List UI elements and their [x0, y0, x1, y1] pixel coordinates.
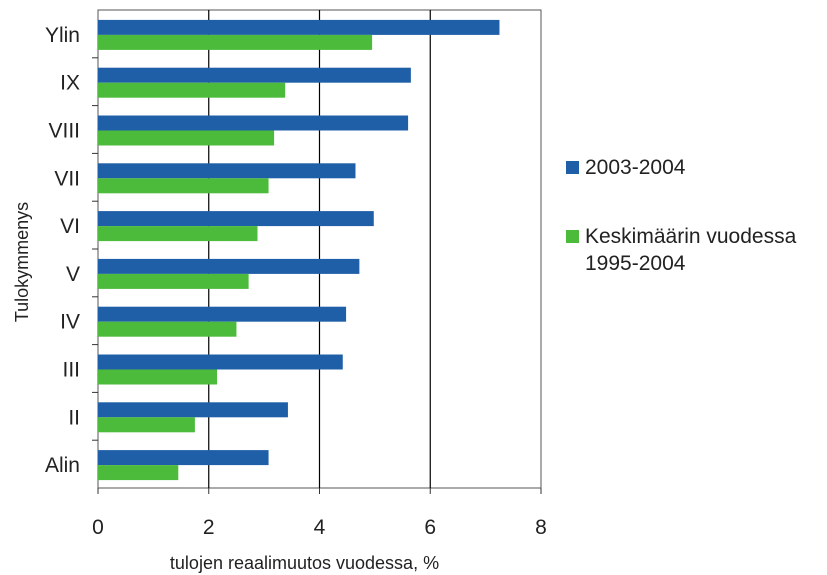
legend-swatch-series-2	[566, 230, 579, 243]
bar-series-2	[98, 417, 195, 433]
y-axis-title: Tulokymmenys	[12, 202, 32, 322]
legend-swatch-series-1	[566, 161, 579, 174]
bar-series-1	[98, 163, 356, 179]
bar-series-1	[98, 67, 411, 83]
bar-series-2	[98, 34, 373, 50]
bar-series-1	[98, 115, 409, 131]
bar-series-2	[98, 321, 237, 337]
y-category-label: V	[66, 263, 80, 286]
x-tick-label: 2	[203, 516, 215, 539]
legend-label-series-2: Keskimäärin vuodessa 1995-2004	[585, 225, 797, 275]
bar-series-1	[98, 354, 343, 370]
legend-label-series-1: 2003-2004	[585, 156, 686, 179]
bar-series-1	[98, 211, 374, 227]
bar-series-2	[98, 130, 275, 146]
x-tick-label: 6	[424, 516, 436, 539]
legend-item-series-1: 2003-2004	[566, 154, 826, 181]
y-category-label: IV	[60, 311, 80, 334]
bar-series-2	[98, 465, 179, 481]
bar-series-2	[98, 369, 218, 385]
bar-series-1	[98, 450, 269, 466]
y-category-label: Ylin	[45, 24, 80, 47]
legend: 2003-2004 Keskimäärin vuodessa 1995-2004	[566, 154, 826, 319]
y-category-label: Alin	[45, 454, 80, 477]
x-tick-label: 8	[535, 516, 547, 539]
y-category-label: VI	[60, 215, 80, 238]
bar-series-2	[98, 178, 269, 194]
y-category-label: VII	[54, 167, 80, 190]
y-category-label: II	[68, 406, 80, 429]
bar-series-1	[98, 306, 347, 322]
y-category-label: VIII	[48, 120, 80, 143]
y-category-label: III	[62, 359, 80, 382]
y-category-label: IX	[60, 72, 80, 95]
x-axis-title: tulojen reaalimuutos vuodessa, %	[170, 553, 439, 573]
x-tick-label: 4	[314, 516, 326, 539]
bar-series-1	[98, 402, 288, 418]
bar-series-2	[98, 82, 286, 98]
legend-item-series-2: Keskimäärin vuodessa 1995-2004	[566, 223, 826, 277]
bar-series-2	[98, 273, 249, 289]
bar-series-1	[98, 19, 500, 35]
x-tick-label: 0	[92, 516, 104, 539]
bar-series-1	[98, 258, 360, 274]
bar-series-2	[98, 226, 258, 242]
